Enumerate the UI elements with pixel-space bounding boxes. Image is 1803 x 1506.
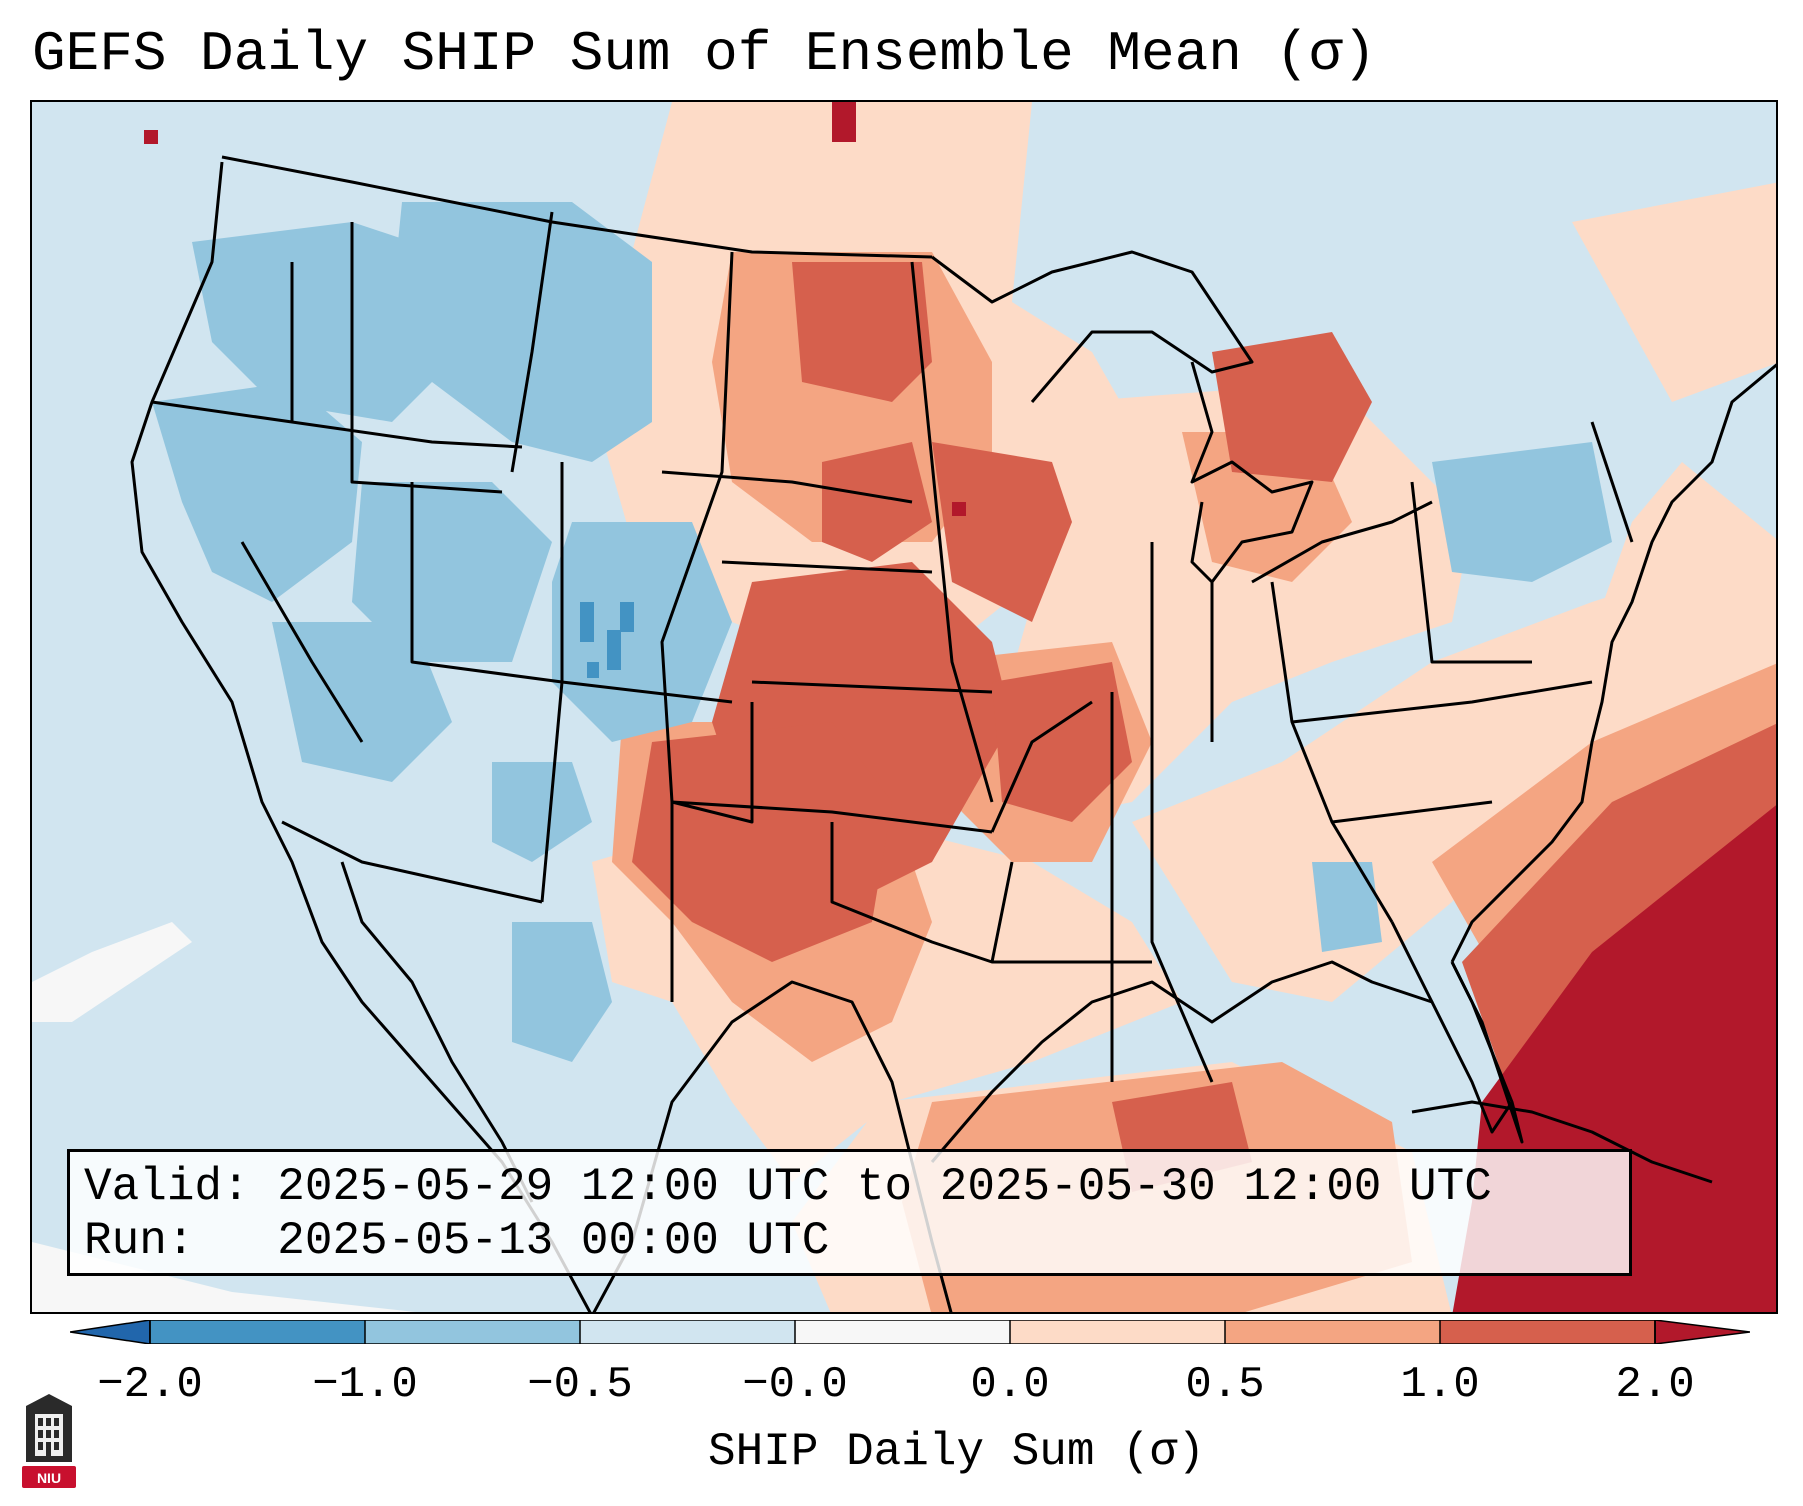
chart-title: GEFS Daily SHIP Sum of Ensemble Mean (σ) [32,22,1377,86]
colorbar-bin-4 [795,1320,1010,1344]
map-canvas [32,102,1776,1312]
colorbar-extend-high [1654,1320,1750,1344]
niu-logo: NIU [22,1394,76,1488]
colorbar-label: SHIP Daily Sum (σ) [0,1425,1803,1479]
colorbar-bin-7 [1440,1320,1655,1344]
florida-peninsula [1450,961,1524,1144]
great-lakes [931,250,1433,584]
colorbar-bin-3 [580,1320,795,1344]
colorbar-extend-low [70,1320,151,1344]
field-neutral [32,922,416,1312]
colorbar-tick-label: 0.0 [970,1360,1050,1410]
valid-run-infobox: Valid: 2025-05-29 12:00 UTC to 2025-05-3… [67,1149,1632,1276]
atlantic-coast [1450,363,1776,963]
boundaries [130,155,1776,1312]
colorbar-tick-label: −2.0 [97,1360,203,1410]
colorbar-tick-label: −1.0 [312,1360,418,1410]
gulf-north-coast [930,960,1514,1163]
field-strong-negative [580,602,634,678]
pacific-coast [130,161,592,1312]
colorbar-bin-6 [1225,1320,1440,1344]
map-panel [30,100,1778,1314]
run-time-text: Run: 2025-05-13 00:00 UTC [84,1215,830,1267]
colorbar-tick-label: −0.5 [527,1360,633,1410]
colorbar [70,1320,1750,1344]
colorbar-bin-5 [1010,1320,1225,1344]
colorbar-bin-2 [365,1320,580,1344]
colorbar-bin-1 [150,1320,365,1344]
colorbar-label-text: SHIP Daily Sum (σ) [708,1426,1205,1478]
logo-text: NIU [37,1470,61,1486]
colorbar-tick-label: 0.5 [1185,1360,1265,1410]
field-moderate-negative [152,202,1612,1062]
colorbar-tick-label: 2.0 [1615,1360,1695,1410]
valid-time-text: Valid: 2025-05-29 12:00 UTC to 2025-05-3… [84,1161,1492,1213]
cuba [1411,1100,1713,1184]
colorbar-tick-label: −0.0 [742,1360,848,1410]
colorbar-tick-label: 1.0 [1400,1360,1480,1410]
